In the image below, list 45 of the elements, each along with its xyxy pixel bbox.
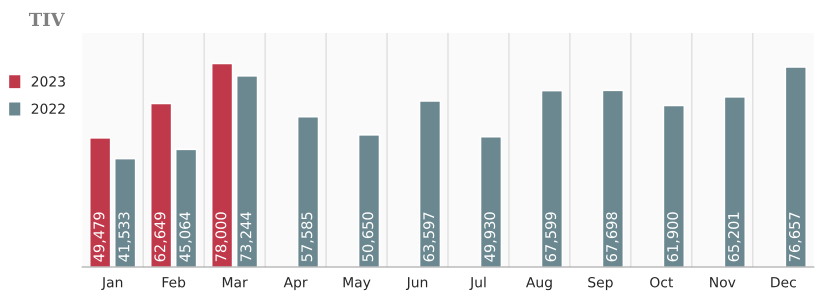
bar [480, 136, 502, 267]
data-label: 78,000 [215, 212, 228, 262]
data-label: 50,650 [362, 212, 375, 262]
data-label: 41,533 [118, 212, 131, 262]
bar [784, 66, 807, 267]
data-label: 76,657 [788, 212, 802, 262]
x-tick-label: May [344, 277, 370, 290]
bar [150, 102, 172, 267]
x-tick-label: Jan [101, 277, 122, 290]
bar [236, 75, 258, 267]
data-label: 65,201 [728, 212, 741, 262]
data-label: 45,064 [179, 212, 192, 262]
x-tick-label: Nov [710, 277, 736, 288]
data-label: 57,585 [301, 212, 314, 262]
data-label: 62,649 [154, 212, 167, 262]
x-tick-label: Sep [588, 276, 613, 290]
data-label: 61,900 [667, 212, 680, 262]
bar [89, 137, 112, 267]
x-tick-label: Mar [222, 277, 248, 288]
bar [418, 100, 442, 267]
bar [175, 148, 198, 267]
bar [211, 62, 234, 267]
x-tick-label: Jun [406, 277, 428, 290]
bar [602, 90, 624, 267]
chart-title: TIV [28, 12, 65, 26]
x-tick-label: Jul [469, 276, 486, 290]
x-tick-label: Apr [284, 277, 308, 290]
data-label: 63,597 [423, 212, 436, 262]
data-label: 67,698 [606, 212, 619, 262]
bar [540, 90, 563, 267]
bar [297, 116, 320, 267]
bar [358, 134, 380, 267]
data-label: 49,930 [484, 212, 497, 262]
bar [114, 158, 136, 267]
data-label: 67,599 [545, 212, 558, 262]
x-tick-label: Oct [650, 276, 674, 288]
bar [662, 104, 685, 267]
data-label: 73,244 [240, 212, 253, 262]
x-tick-label: Aug [526, 277, 552, 290]
data-label: 49,479 [93, 212, 106, 262]
legend-label: 2022 [32, 104, 65, 114]
x-tick-label: Dec [771, 277, 796, 288]
x-tick-label: Feb [162, 276, 186, 288]
bar [724, 96, 746, 267]
legend-label: 2023 [32, 76, 65, 87]
